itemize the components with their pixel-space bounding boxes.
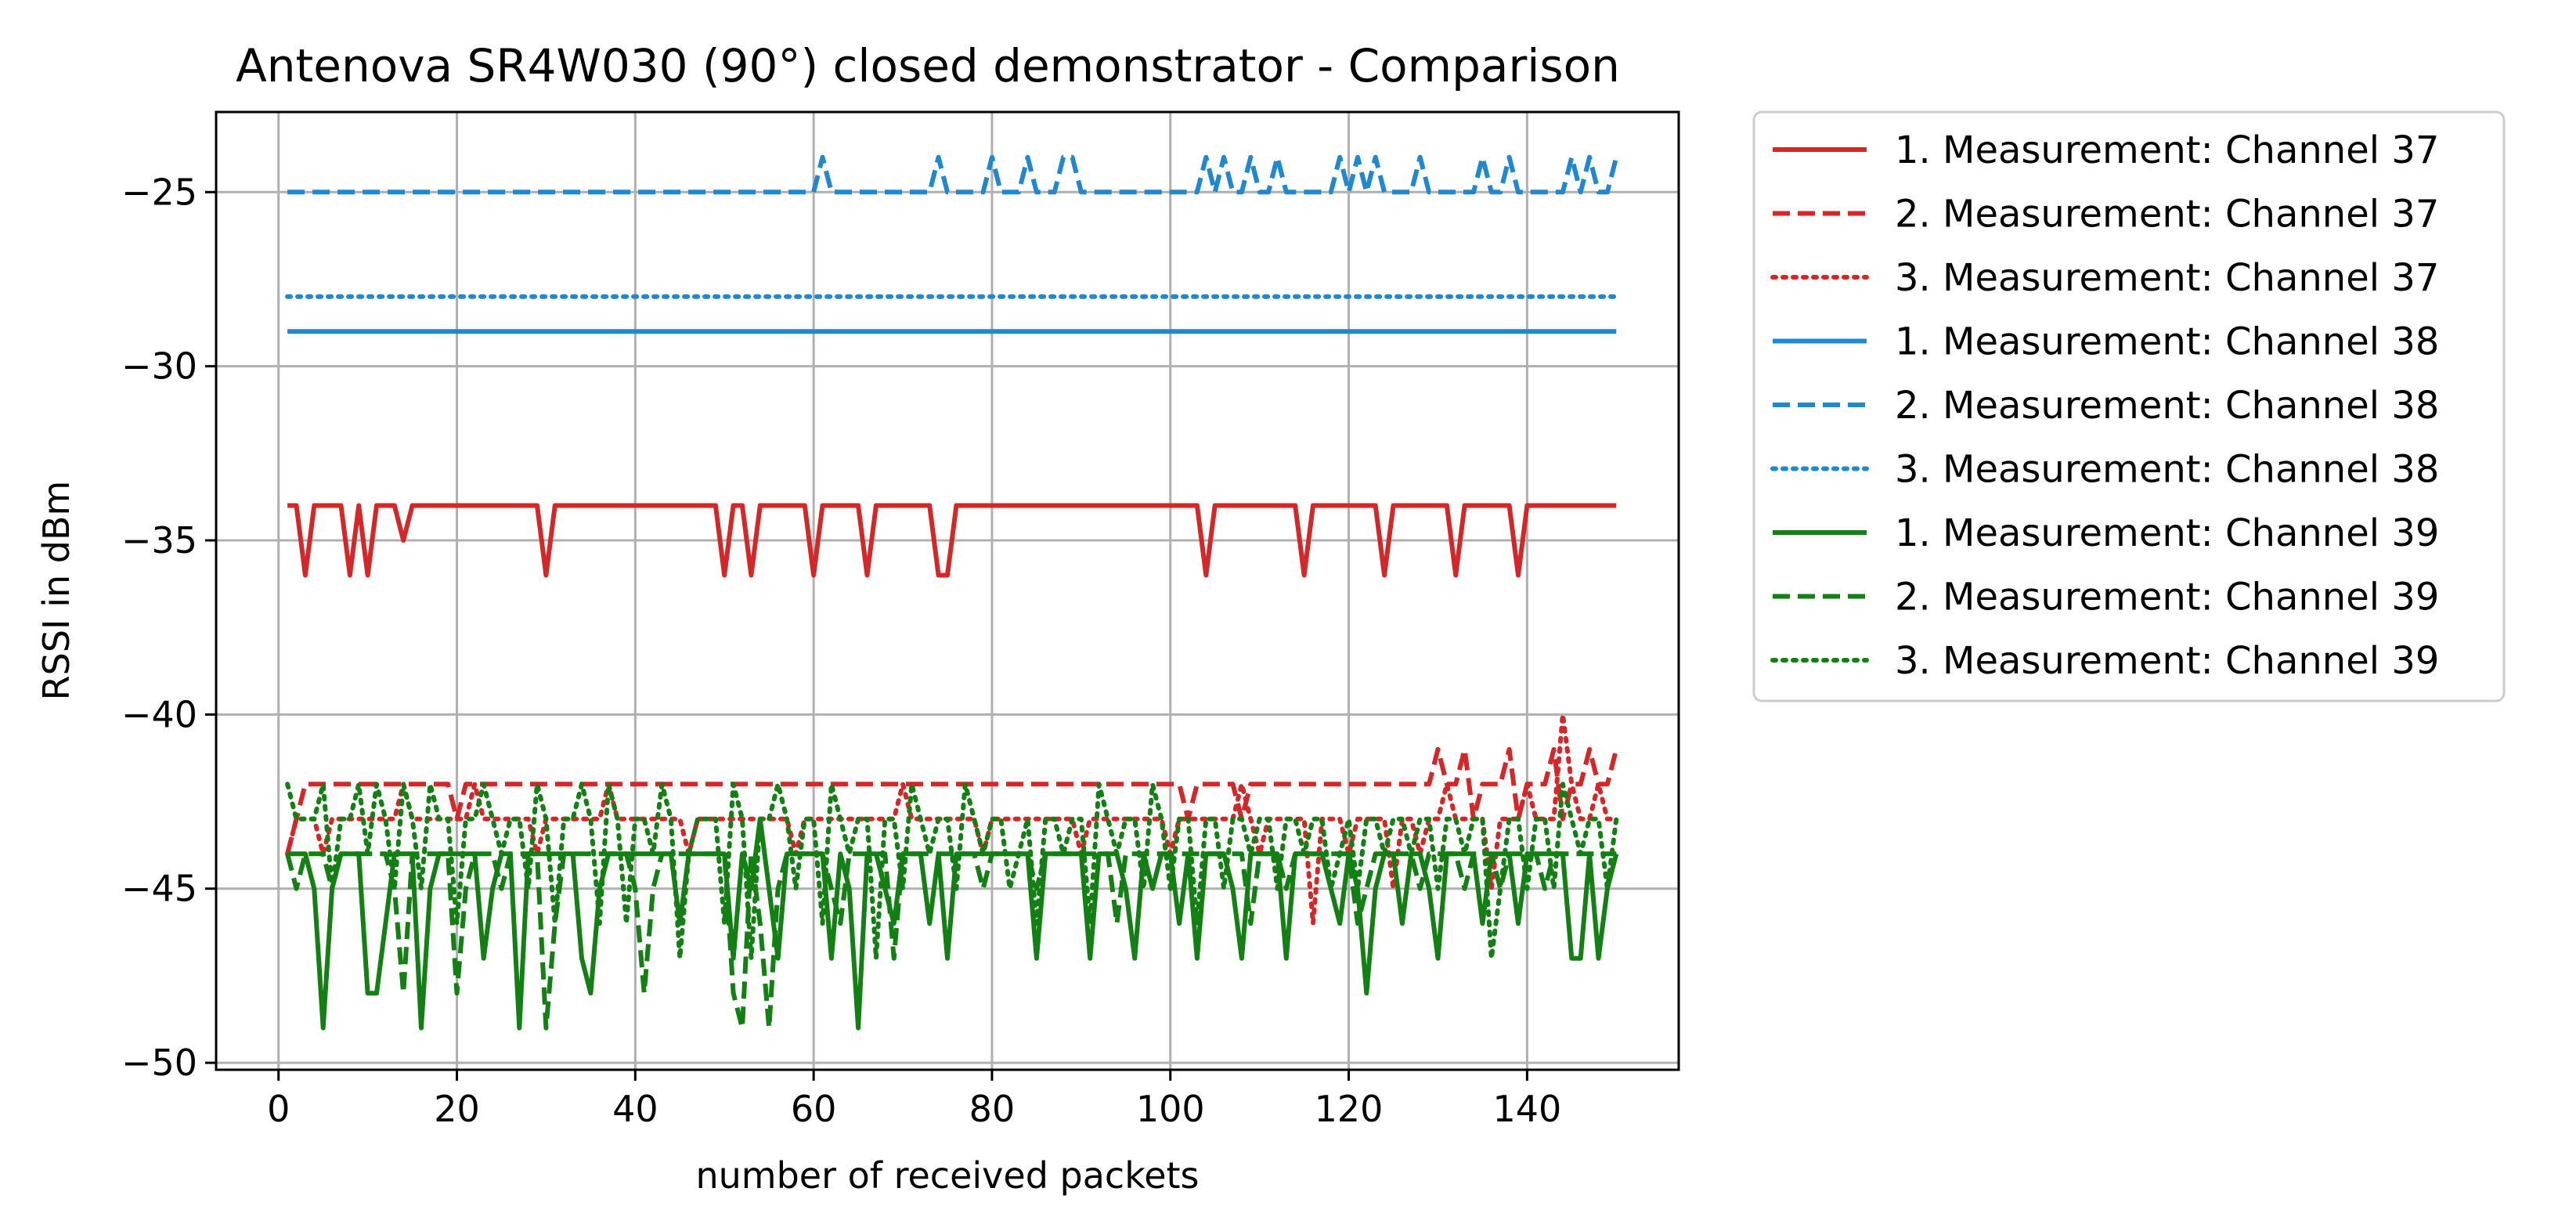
x-tick-label-6: 120 — [1315, 1088, 1384, 1130]
legend-label-1: 1. Measurement: Channel 37 — [1895, 128, 2439, 172]
x-tick-label-1: 20 — [434, 1088, 480, 1130]
x-axis-label: number of received packets — [695, 1154, 1199, 1197]
grid — [216, 112, 1679, 1070]
x-tick-label-0: 0 — [267, 1088, 290, 1130]
series-layer — [285, 154, 1619, 1031]
x-tick-label-4: 80 — [969, 1088, 1016, 1130]
y-tick-label-2: −35 — [121, 519, 197, 562]
legend: 1. Measurement: Channel 37 2. Measurement… — [1752, 110, 2506, 702]
legend-label-8: 2. Measurement: Channel 39 — [1895, 576, 2439, 619]
x-tick-label-5: 100 — [1136, 1088, 1205, 1130]
x-tick-label-7: 140 — [1492, 1088, 1561, 1130]
legend-label-6: 3. Measurement: Channel 38 — [1895, 448, 2439, 492]
series-line-8 — [285, 851, 1617, 1031]
y-tick-label-1: −30 — [121, 345, 197, 388]
legend-label-7: 1. Measurement: Channel 39 — [1895, 511, 2439, 555]
series-line-9 — [285, 782, 1619, 961]
plot-frame — [215, 110, 1680, 1071]
series-line-3 — [285, 712, 1619, 926]
legend-label-5: 2. Measurement: Channel 38 — [1895, 384, 2439, 428]
y-tick-label-3: −40 — [121, 693, 197, 735]
y-tick-label-5: −50 — [121, 1042, 197, 1084]
y-tick-label-4: −45 — [121, 868, 197, 910]
chart-title: Antenova SR4W030 (90°) closed demonstrat… — [236, 39, 1620, 92]
legend-label-9: 3. Measurement: Channel 39 — [1895, 639, 2439, 683]
series-line-1 — [287, 503, 1617, 578]
y-tick-label-0: −25 — [121, 171, 197, 213]
series-line-2 — [285, 746, 1619, 855]
series-line-5 — [287, 154, 1619, 195]
x-tick-label-3: 60 — [791, 1088, 837, 1130]
legend-label-2: 2. Measurement: Channel 37 — [1895, 193, 2439, 237]
x-tick-label-2: 40 — [612, 1088, 658, 1130]
legend-label-4: 1. Measurement: Channel 38 — [1895, 320, 2439, 364]
legend-frame — [1752, 110, 2506, 702]
y-axis: −25 −30 −35 −40 −45 −50 — [121, 171, 216, 1084]
legend-label-3: 3. Measurement: Channel 37 — [1895, 256, 2439, 300]
y-axis-label: RSSI in dBm — [35, 481, 78, 701]
x-axis: 0 20 40 60 80 100 120 140 — [267, 1070, 1561, 1130]
